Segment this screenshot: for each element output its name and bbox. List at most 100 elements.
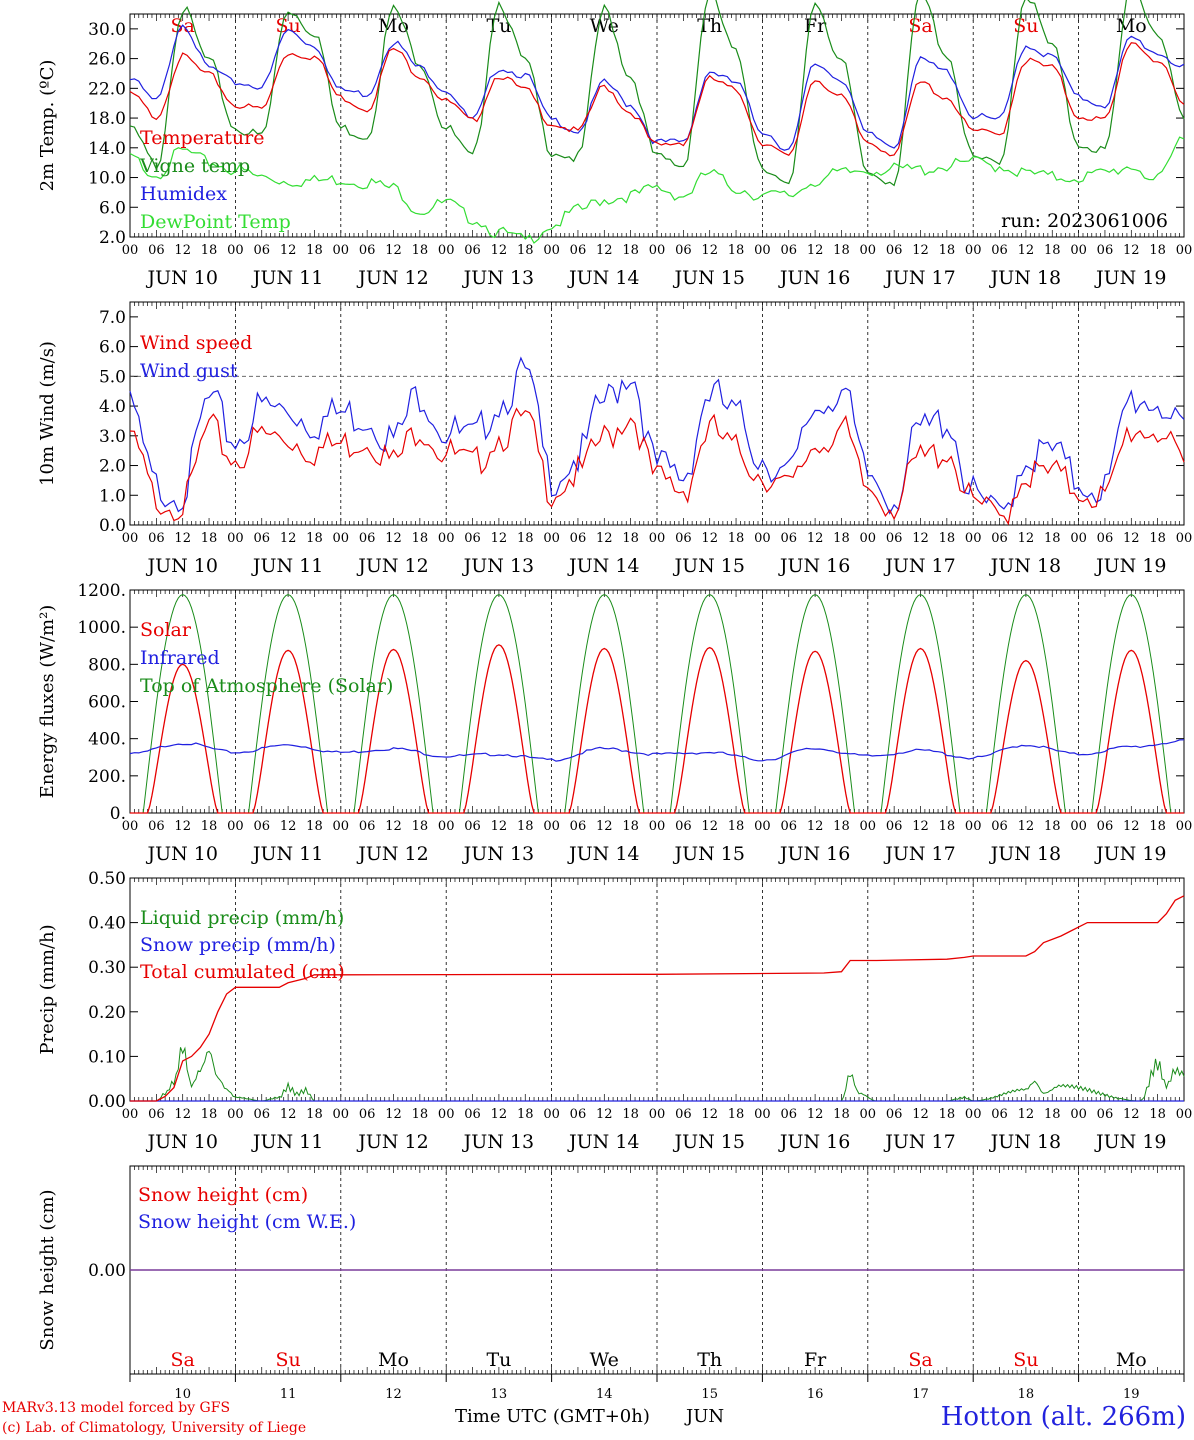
y-tick-label: 0.10: [88, 1047, 126, 1067]
day-label: JUN 13: [462, 267, 534, 289]
day-label: JUN 17: [883, 1131, 955, 1153]
hour-tick-label: 00: [1176, 1107, 1193, 1122]
x-axis-month: JUN: [686, 1406, 725, 1427]
hour-tick-label: 12: [596, 819, 613, 834]
legend-total-cumulated-cm: Total cumulated (cm): [140, 961, 345, 983]
hour-tick-label: 18: [306, 243, 323, 258]
hour-tick-label: 06: [148, 819, 165, 834]
hour-tick-label: 06: [1097, 1107, 1114, 1122]
hour-tick-label: 06: [780, 531, 797, 546]
hour-tick-label: 00: [1176, 531, 1193, 546]
hour-tick-label: 18: [1149, 819, 1166, 834]
series-solar-day-3: [340, 648, 447, 814]
hour-tick-label: 18: [201, 819, 218, 834]
day-number-label: 14: [596, 1387, 613, 1402]
series-solar-day-8: [867, 647, 974, 814]
hour-tick-label: 12: [596, 531, 613, 546]
weekday-label-bottom: Tu: [486, 1349, 511, 1371]
y-tick-label: 18.0: [88, 109, 126, 129]
hour-tick-label: 18: [833, 531, 850, 546]
day-label: JUN 18: [989, 555, 1061, 577]
weekday-label-bottom: Su: [275, 1349, 300, 1371]
y-axis-label-1: 2m Temp. (ºC): [37, 60, 58, 192]
series-toa-solar-day-1: [130, 594, 236, 814]
hour-tick-label: 00: [1070, 1107, 1087, 1122]
hour-tick-label: 12: [1123, 531, 1140, 546]
hour-tick-label: 18: [939, 531, 956, 546]
hour-tick-label: 06: [991, 819, 1008, 834]
hour-tick-label: 18: [728, 243, 745, 258]
y-tick-label: 800.: [88, 655, 126, 675]
day-number-label: 16: [807, 1387, 824, 1402]
day-label: JUN 18: [989, 843, 1061, 865]
series-toa-solar-day-5: [551, 594, 657, 814]
hour-tick-label: 06: [886, 1107, 903, 1122]
y-tick-label: 0.40: [88, 914, 126, 934]
day-label: JUN 12: [356, 843, 428, 865]
hour-tick-label: 00: [965, 243, 982, 258]
hour-tick-label: 18: [622, 1107, 639, 1122]
hour-tick-label: 12: [280, 1107, 297, 1122]
series-wind-gust: [129, 356, 1185, 515]
day-label: JUN 11: [251, 843, 323, 865]
day-label: JUN 12: [356, 555, 428, 577]
hour-tick-label: 00: [122, 1107, 139, 1122]
hour-tick-label: 12: [912, 243, 929, 258]
hour-tick-label: 00: [227, 819, 244, 834]
hour-tick-label: 06: [886, 819, 903, 834]
day-number-label: 18: [1018, 1387, 1035, 1402]
weekday-label-bottom: We: [590, 1349, 619, 1371]
panel-frame-1: [129, 13, 1185, 238]
day-label: JUN 10: [145, 267, 217, 289]
day-label: JUN 19: [1094, 267, 1166, 289]
y-tick-label: 3.0: [99, 427, 126, 447]
hour-tick-label: 06: [886, 531, 903, 546]
legend-humidex: Humidex: [140, 183, 227, 205]
hour-tick-label: 12: [912, 1107, 929, 1122]
hour-tick-label: 12: [596, 243, 613, 258]
hour-tick-label: 06: [359, 531, 376, 546]
weekday-label-bottom: Su: [1013, 1349, 1038, 1371]
hour-tick-label: 06: [253, 531, 270, 546]
day-number-label: 11: [280, 1387, 297, 1402]
hour-tick-label: 06: [359, 819, 376, 834]
hour-tick-label: 00: [333, 1107, 350, 1122]
weekday-label-bottom: Fr: [804, 1349, 827, 1371]
hour-tick-label: 00: [649, 243, 666, 258]
day-label: JUN 14: [567, 555, 639, 577]
day-number-label: 13: [491, 1387, 508, 1402]
day-label: JUN 17: [883, 555, 955, 577]
hour-tick-label: 06: [570, 819, 587, 834]
hour-tick-label: 06: [359, 1107, 376, 1122]
y-tick-label: 0.00: [88, 1261, 126, 1281]
hour-tick-label: 06: [675, 1107, 692, 1122]
hour-tick-label: 06: [359, 243, 376, 258]
y-tick-label: 2.0: [99, 457, 126, 477]
hour-tick-label: 06: [148, 243, 165, 258]
hour-tick-label: 18: [306, 1107, 323, 1122]
day-label: JUN 15: [672, 1131, 744, 1153]
day-label: JUN 16: [778, 267, 850, 289]
hour-tick-label: 00: [649, 1107, 666, 1122]
hour-tick-label: 18: [517, 531, 534, 546]
hour-tick-label: 00: [860, 243, 877, 258]
y-tick-label: 0.30: [88, 958, 126, 978]
day-label: JUN 13: [462, 843, 534, 865]
legend-snow-height-cm-w-e: Snow height (cm W.E.): [138, 1211, 356, 1233]
legend-liquid-precip-mm-h: Liquid precip (mm/h): [140, 907, 344, 929]
hour-tick-label: 00: [227, 1107, 244, 1122]
hour-tick-label: 18: [728, 1107, 745, 1122]
y-tick-label: 7.0: [99, 308, 126, 328]
hour-tick-label: 06: [1097, 243, 1114, 258]
hour-tick-label: 00: [649, 819, 666, 834]
day-label: JUN 16: [778, 843, 850, 865]
legend-wind-speed: Wind speed: [140, 332, 252, 354]
weekday-label: We: [590, 15, 619, 37]
hour-tick-label: 00: [438, 1107, 455, 1122]
hour-tick-label: 12: [701, 819, 718, 834]
legend-snow-precip-mm-h: Snow precip (mm/h): [140, 934, 336, 956]
hour-tick-label: 18: [201, 531, 218, 546]
hour-tick-label: 12: [1018, 819, 1035, 834]
hour-tick-label: 00: [1176, 243, 1193, 258]
